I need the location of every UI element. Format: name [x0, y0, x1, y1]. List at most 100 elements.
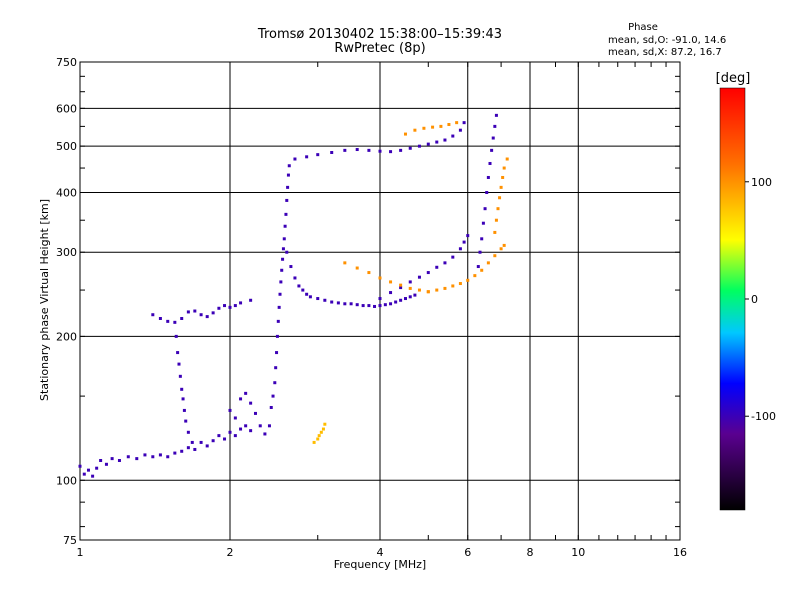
data-point	[158, 453, 162, 457]
data-point	[271, 394, 275, 398]
data-point	[228, 430, 232, 434]
data-point	[82, 472, 86, 476]
data-point	[275, 351, 279, 355]
stats-heading: Phase	[628, 22, 658, 33]
data-point	[244, 424, 248, 428]
data-point	[217, 434, 221, 438]
data-point	[426, 290, 430, 294]
data-point	[316, 297, 320, 301]
data-point	[355, 266, 359, 270]
data-point	[466, 234, 470, 238]
data-point	[408, 286, 412, 290]
data-point	[217, 306, 221, 310]
data-point	[451, 284, 455, 288]
data-point	[490, 148, 494, 152]
data-point	[223, 304, 227, 308]
y-tick-label: 75	[63, 534, 77, 547]
y-tick-label: 300	[56, 246, 77, 259]
data-point	[104, 462, 108, 466]
data-point	[493, 230, 497, 234]
data-point	[180, 449, 184, 453]
data-point	[349, 302, 353, 306]
x-tick-label: 1	[77, 546, 84, 559]
data-point	[417, 275, 421, 279]
data-point	[110, 457, 114, 461]
data-point	[316, 437, 320, 441]
data-point	[233, 304, 237, 308]
data-point	[483, 207, 487, 211]
data-point	[279, 280, 283, 284]
data-point	[297, 284, 301, 288]
x-tick-label: 6	[464, 546, 471, 559]
data-point	[336, 301, 340, 305]
data-point	[494, 218, 498, 222]
data-point	[426, 271, 430, 275]
data-point	[211, 439, 215, 443]
data-point	[323, 422, 327, 426]
data-point	[205, 444, 209, 448]
data-point	[361, 304, 365, 308]
data-point	[244, 391, 248, 395]
data-point	[158, 316, 162, 320]
y-tick-label: 500	[56, 140, 77, 153]
data-point	[458, 247, 462, 251]
data-point	[330, 300, 334, 304]
data-point	[199, 440, 203, 444]
data-point	[367, 148, 371, 152]
colorbar-label: [deg]	[716, 71, 751, 86]
data-point	[228, 305, 232, 309]
data-point	[389, 291, 393, 295]
data-point	[249, 298, 253, 302]
data-point	[151, 455, 155, 459]
y-tick-label: 100	[56, 474, 77, 487]
data-point	[462, 121, 466, 125]
data-point	[408, 295, 412, 299]
data-point	[494, 113, 498, 117]
data-point	[355, 303, 359, 307]
data-point	[488, 161, 492, 165]
data-point	[435, 140, 439, 144]
data-point	[117, 458, 121, 462]
data-point	[443, 261, 447, 265]
chart-subtitle: RwPretec (8p)	[334, 41, 425, 56]
data-point	[228, 408, 232, 412]
y-tick-label: 200	[56, 330, 77, 343]
data-point	[343, 148, 347, 152]
data-point	[330, 150, 334, 154]
data-point	[502, 243, 506, 247]
data-point	[498, 196, 502, 200]
data-point	[199, 313, 203, 317]
data-point	[462, 240, 466, 244]
data-point	[389, 280, 393, 284]
data-point	[499, 247, 503, 251]
data-point	[443, 286, 447, 290]
data-point	[239, 397, 243, 401]
data-point	[249, 429, 253, 433]
data-point	[502, 166, 506, 170]
data-point	[285, 198, 289, 202]
data-point	[176, 351, 180, 355]
colorbar-ticks: 100 0 -100	[745, 176, 776, 423]
data-point	[458, 128, 462, 132]
data-point	[451, 255, 455, 259]
data-point	[447, 123, 451, 127]
data-point	[378, 149, 382, 153]
data-point	[435, 288, 439, 292]
data-point	[399, 148, 403, 152]
data-point	[355, 148, 359, 152]
data-point	[293, 276, 297, 280]
data-point	[143, 453, 147, 457]
data-point	[501, 175, 505, 179]
data-point	[186, 310, 190, 314]
data-point	[496, 207, 500, 211]
data-point	[135, 457, 139, 461]
data-point	[233, 416, 237, 420]
x-tick-label: 10	[571, 546, 585, 559]
data-point	[316, 153, 320, 157]
data-point	[413, 128, 417, 132]
data-point	[323, 298, 327, 302]
data-point	[95, 466, 99, 470]
data-point	[281, 257, 285, 261]
data-point	[413, 293, 417, 297]
data-point	[422, 126, 426, 130]
